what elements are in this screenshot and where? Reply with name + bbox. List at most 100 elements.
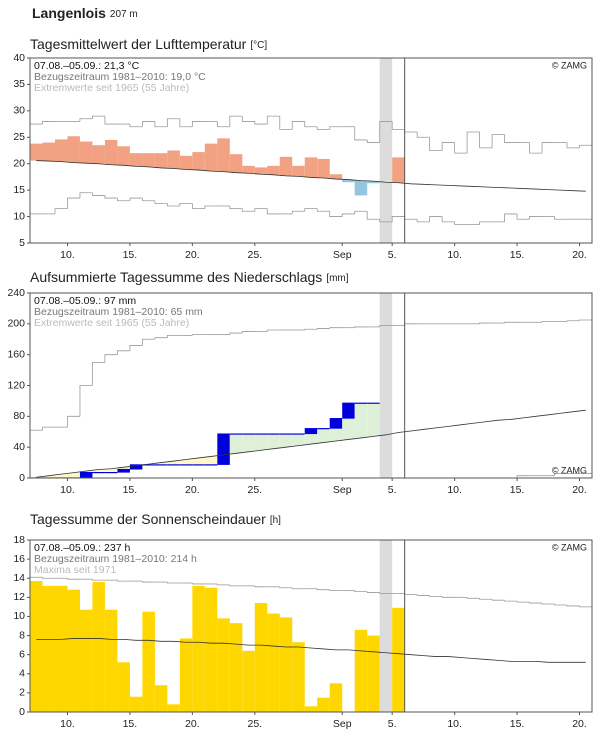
lower-step	[441, 216, 455, 223]
x-tick-label: 20.	[572, 249, 587, 261]
bar	[129, 696, 143, 712]
y-tick-label: 6	[19, 648, 25, 660]
lower-step	[117, 198, 130, 202]
daily-increment	[304, 428, 318, 435]
deviation-fill	[117, 467, 130, 470]
upper-step	[142, 338, 155, 346]
chart-title-line: Tagesmittelwert der Lufttemperatur [°C]	[30, 36, 267, 52]
upper-step	[291, 121, 305, 130]
upper-step	[79, 385, 93, 417]
daily-increment	[342, 403, 355, 419]
lower-step	[67, 197, 80, 209]
x-tick-label: 25.	[247, 718, 262, 729]
upper-step	[566, 320, 580, 322]
lower-step	[229, 206, 243, 210]
upper-step	[191, 583, 205, 585]
bar	[267, 613, 280, 712]
lower-step	[254, 208, 268, 212]
y-tick-label: 240	[7, 287, 25, 299]
y-tick-label: 12	[13, 591, 25, 603]
x-tick-label: 10.	[60, 484, 75, 496]
deviation-fill	[192, 457, 205, 465]
bar	[117, 662, 130, 712]
upper-step	[529, 142, 543, 154]
anomaly-bar	[67, 136, 80, 163]
upper-step	[504, 134, 518, 143]
plot-frame	[29, 57, 593, 244]
note: 07.08.–05.09.: 21,3 °C	[34, 60, 140, 72]
plot-frame	[29, 292, 593, 479]
copyright: © ZAMG	[552, 542, 587, 552]
upper-step	[529, 602, 543, 604]
lower-step	[92, 192, 105, 196]
upper-step	[441, 596, 455, 598]
upper-step	[366, 139, 380, 143]
x-tick-label: 5.	[388, 718, 397, 729]
deviation-fill	[317, 428, 330, 443]
anomaly-bar	[79, 141, 93, 164]
anomaly-bar	[229, 154, 243, 173]
upper-step	[579, 605, 592, 608]
x-tick-label: 5.	[388, 249, 397, 261]
x-tick-label: 10.	[60, 249, 75, 261]
station-name: Langenlois	[32, 5, 106, 21]
x-tick-label: 10.	[447, 249, 462, 261]
upper-step	[191, 334, 205, 336]
anomaly-bar	[192, 152, 205, 171]
y-tick-label: 2	[19, 687, 25, 699]
bar	[204, 587, 218, 712]
upper-step	[166, 582, 180, 584]
deviation-fill	[92, 469, 105, 473]
upper-step	[129, 345, 143, 351]
copyright: © ZAMG	[552, 60, 587, 70]
upper-step	[541, 603, 555, 605]
anomaly-bar	[104, 139, 118, 165]
upper-step	[504, 321, 518, 324]
upper-step	[391, 121, 405, 130]
upper-step	[541, 321, 555, 323]
upper-step	[316, 328, 330, 330]
upper-step	[354, 590, 368, 592]
upper-step	[266, 115, 280, 125]
lower-step	[416, 219, 430, 223]
upper-step	[216, 583, 230, 586]
upper-step	[479, 598, 493, 600]
anomaly-bar	[204, 143, 218, 172]
today-band	[379, 540, 393, 712]
upper-step	[67, 578, 80, 580]
chart-panel: Tagesmittelwert der Lufttemperatur [°C] 5 1…	[13, 36, 593, 261]
lower-step	[54, 208, 68, 214]
x-tick-label: 20.	[185, 484, 200, 496]
lower-step	[304, 208, 318, 212]
lower-step	[241, 208, 255, 212]
x-tick-label: 10.	[447, 484, 462, 496]
note: 07.08.–05.09.: 237 h	[34, 542, 130, 554]
y-tick-label: 10	[13, 210, 25, 222]
y-tick-label: 10	[13, 610, 25, 622]
bar	[104, 609, 118, 712]
y-tick-label: 80	[13, 410, 25, 422]
upper-step	[429, 595, 443, 597]
upper-step	[416, 132, 430, 138]
x-tick-label: 10.	[447, 718, 462, 729]
upper-step	[541, 142, 555, 154]
bar	[30, 581, 43, 712]
lower-step	[142, 198, 155, 202]
upper-step	[354, 126, 368, 141]
y-tick-label: 25	[13, 131, 25, 143]
upper-step	[429, 137, 443, 151]
x-tick-label: Sep	[333, 249, 352, 261]
y-tick-label: 40	[13, 441, 25, 453]
anomaly-bar	[154, 153, 168, 168]
upper-step	[304, 328, 318, 330]
y-tick-label: 120	[7, 379, 25, 391]
upper-step	[479, 132, 493, 149]
chart-title: Tagessumme der Sonnenscheindauer	[30, 511, 266, 527]
lower-step	[129, 197, 143, 201]
upper-step	[379, 121, 393, 143]
bar	[42, 585, 55, 712]
y-tick-label: 40	[13, 52, 25, 64]
anomaly-bar	[292, 165, 305, 177]
upper-step	[142, 581, 155, 583]
